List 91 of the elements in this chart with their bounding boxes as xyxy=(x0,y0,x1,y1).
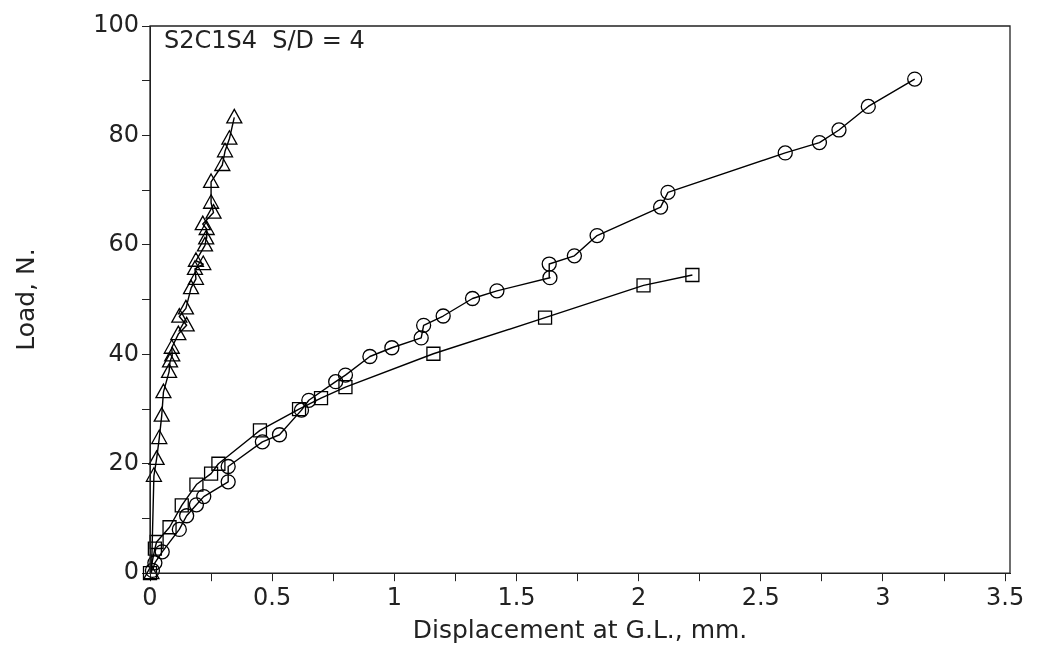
point xyxy=(362,348,378,365)
point xyxy=(205,203,222,219)
x-tick-label: 1 xyxy=(386,582,402,611)
point xyxy=(203,466,219,481)
point xyxy=(685,267,700,283)
point xyxy=(153,406,170,422)
x-tick-label: 2 xyxy=(631,582,647,611)
point xyxy=(777,145,793,161)
point xyxy=(196,488,212,505)
point xyxy=(426,346,441,361)
point xyxy=(537,310,553,325)
x-tick-label: 1.5 xyxy=(497,582,536,611)
y-tick-label: 40 xyxy=(108,338,139,367)
point xyxy=(145,467,163,482)
point xyxy=(151,429,168,445)
point xyxy=(147,541,163,556)
point xyxy=(216,142,234,158)
point xyxy=(221,130,238,145)
x-tick-label: 0.5 xyxy=(253,582,292,611)
point xyxy=(163,339,180,354)
point xyxy=(566,248,583,264)
point xyxy=(202,173,220,189)
point xyxy=(254,434,271,450)
point xyxy=(188,497,205,513)
point xyxy=(211,456,226,471)
point xyxy=(187,270,205,285)
point xyxy=(170,325,187,341)
point xyxy=(179,508,195,524)
point xyxy=(174,498,189,513)
x-tick-label: 0 xyxy=(142,582,158,611)
point xyxy=(154,544,170,560)
point xyxy=(161,352,179,368)
point xyxy=(220,458,236,475)
point xyxy=(198,220,215,236)
y-tick-label: 20 xyxy=(108,447,139,476)
point xyxy=(660,184,676,200)
point xyxy=(214,156,231,172)
y-tick-label: 100 xyxy=(93,10,139,39)
point xyxy=(589,227,605,244)
y-axis-title: Load, N. xyxy=(10,248,40,351)
point xyxy=(413,330,429,346)
point xyxy=(831,122,847,138)
point xyxy=(194,215,211,231)
y-tick-label: 0 xyxy=(123,557,139,586)
point xyxy=(337,367,354,383)
point xyxy=(252,423,268,438)
point xyxy=(384,340,400,356)
point xyxy=(907,71,923,87)
point xyxy=(652,199,669,215)
y-tick-label: 60 xyxy=(108,229,139,258)
point xyxy=(271,427,288,443)
point xyxy=(177,299,195,315)
point xyxy=(636,278,651,293)
point xyxy=(301,392,317,408)
point xyxy=(338,380,353,395)
point xyxy=(328,374,344,390)
point xyxy=(186,260,204,276)
point xyxy=(415,317,432,333)
point xyxy=(147,555,163,571)
point xyxy=(182,279,200,295)
y-tick-label: 80 xyxy=(108,119,139,148)
point xyxy=(178,316,195,332)
point xyxy=(313,390,329,406)
x-tick-label: 3 xyxy=(875,582,891,611)
point xyxy=(489,283,505,299)
point xyxy=(171,521,187,538)
point xyxy=(811,134,828,151)
point xyxy=(198,229,215,245)
point xyxy=(196,236,214,252)
point xyxy=(155,383,172,399)
point xyxy=(195,255,212,271)
point xyxy=(542,270,558,286)
x-axis-title: Displacement at G.L., mm. xyxy=(412,614,748,644)
point xyxy=(189,477,204,492)
x-tick-label: 2.5 xyxy=(741,582,780,611)
point xyxy=(464,290,481,307)
point xyxy=(160,363,178,378)
point xyxy=(202,194,220,209)
point xyxy=(860,98,876,115)
point xyxy=(148,450,165,465)
point xyxy=(541,256,557,272)
point xyxy=(162,520,177,535)
point xyxy=(164,346,181,362)
point xyxy=(149,534,164,550)
point xyxy=(435,308,451,324)
point xyxy=(187,252,205,267)
annotation: S2C1S4 S/D = 4 xyxy=(164,26,365,55)
x-tick-label: 3.5 xyxy=(986,582,1025,611)
point xyxy=(226,108,243,124)
point xyxy=(171,307,188,323)
point xyxy=(220,474,236,490)
